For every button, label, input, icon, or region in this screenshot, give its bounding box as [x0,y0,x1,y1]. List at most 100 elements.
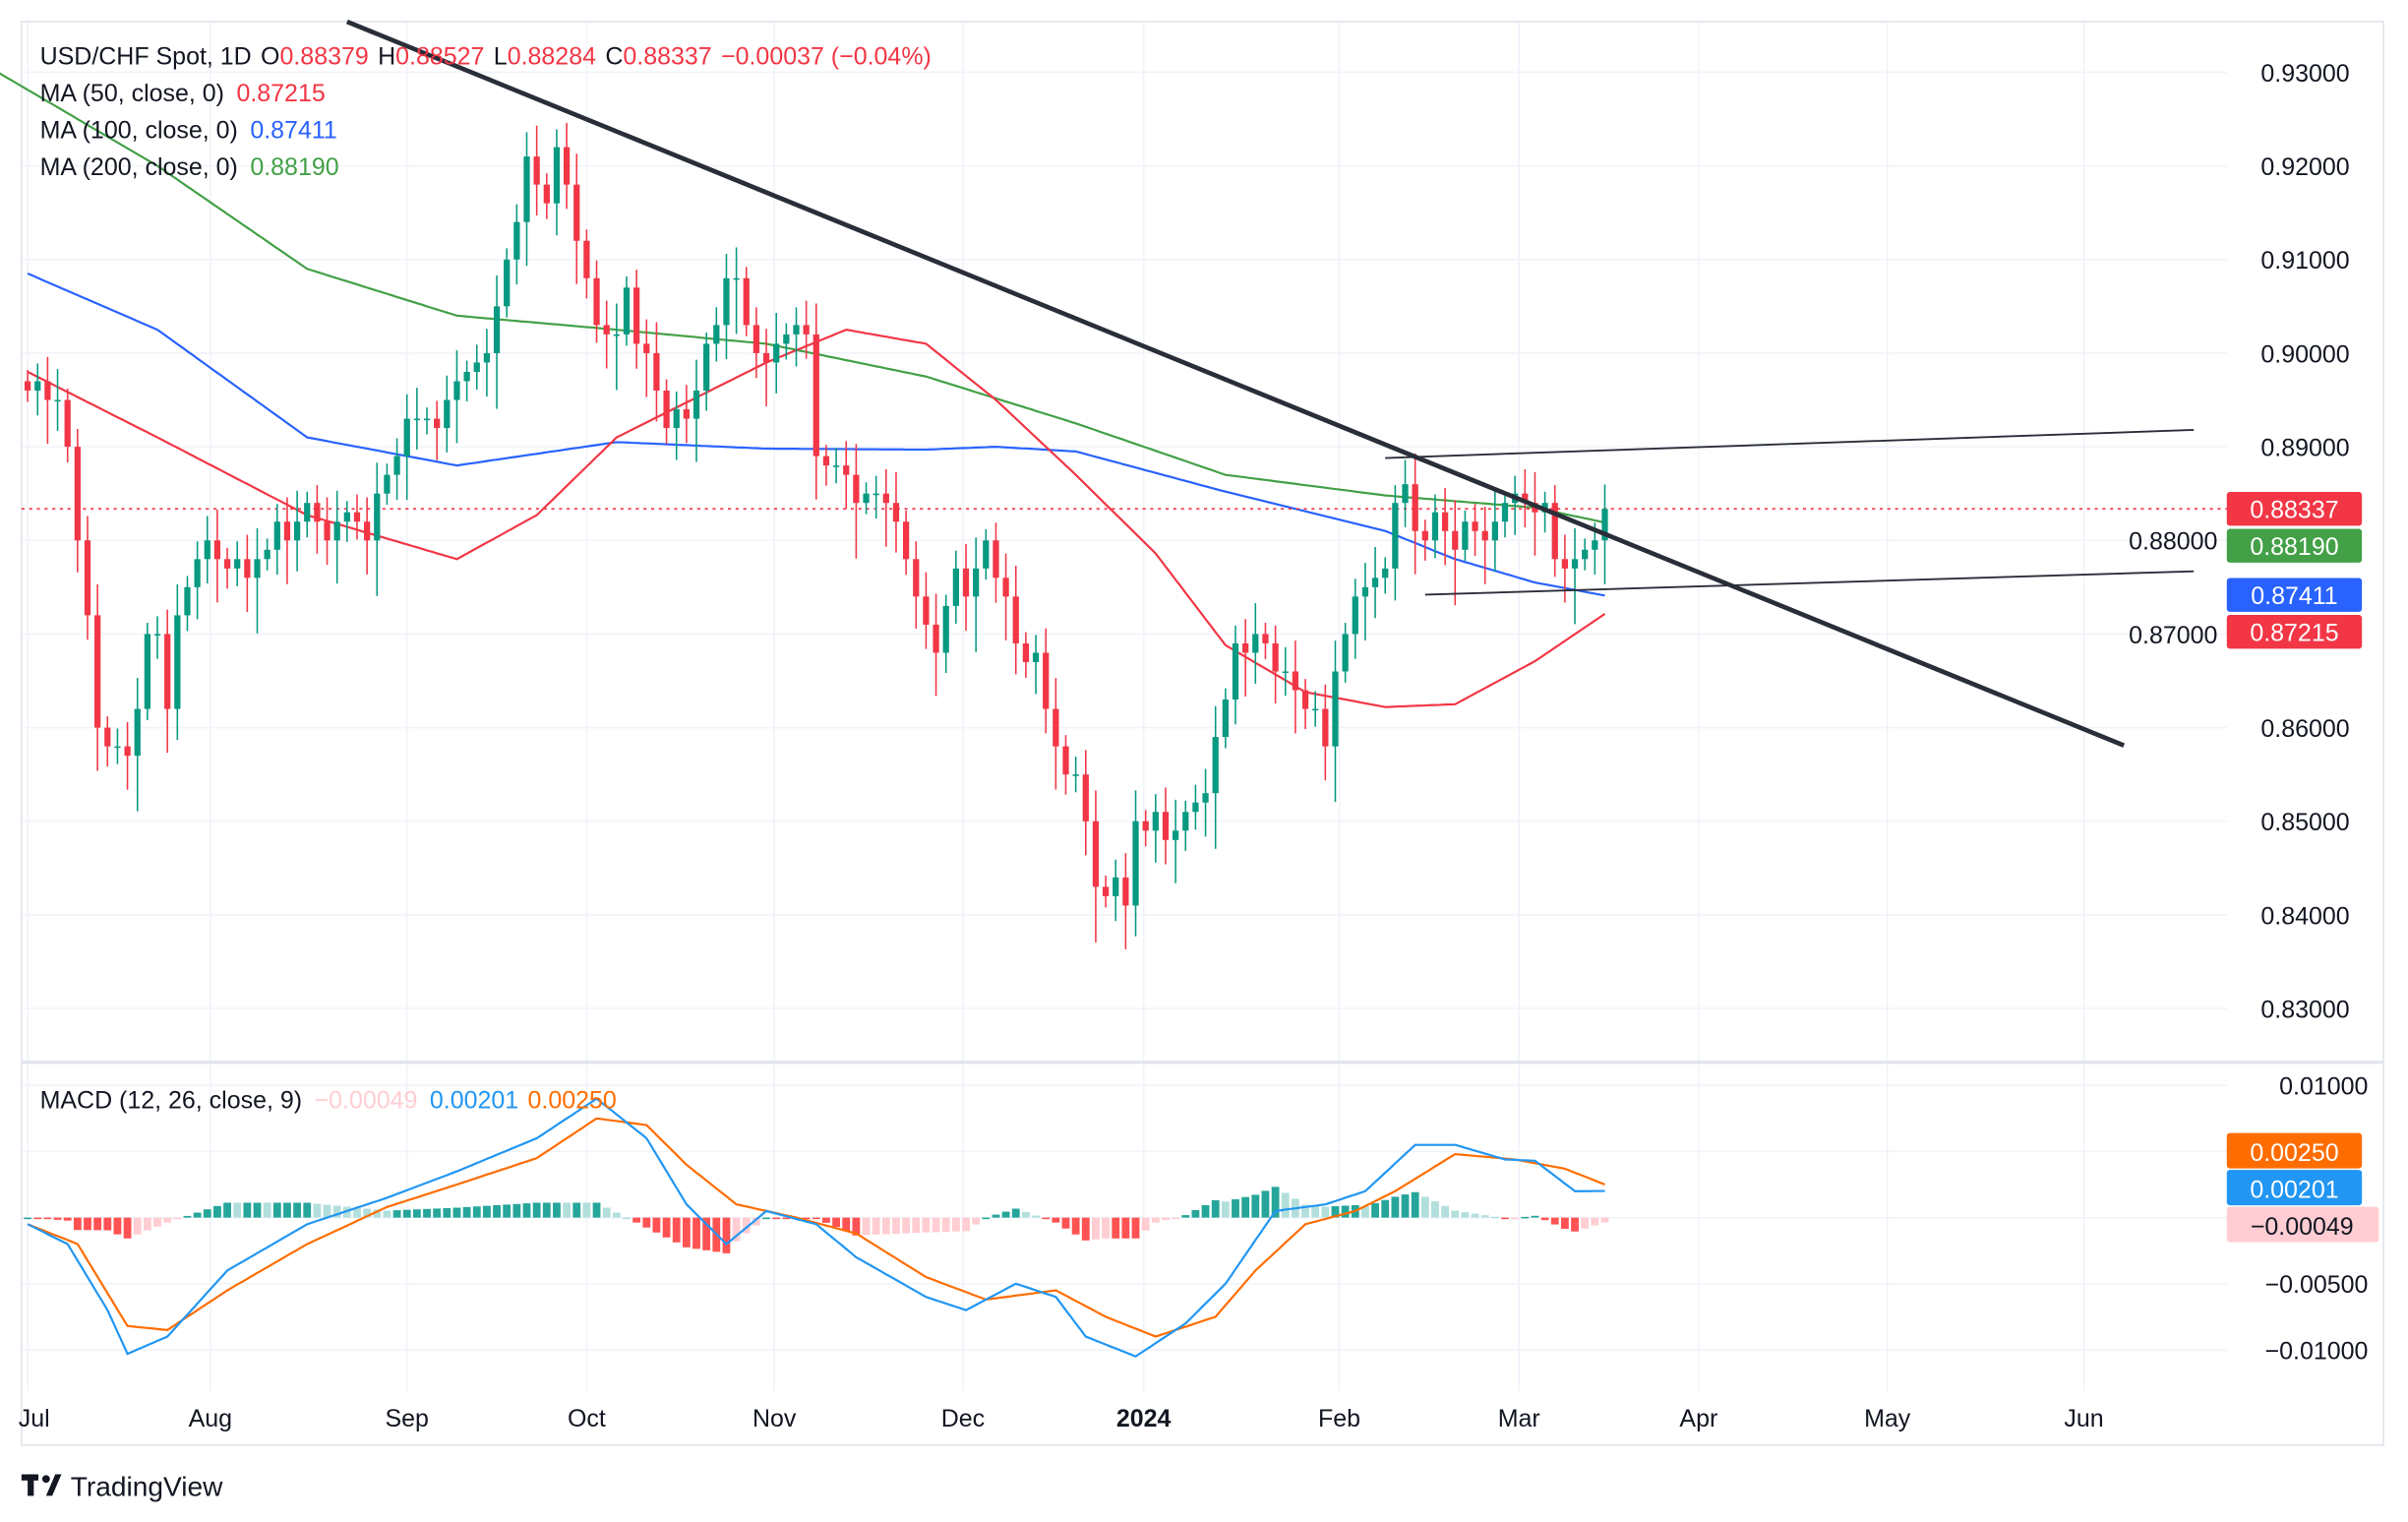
candle[interactable] [1431,494,1439,559]
candle[interactable] [493,274,501,409]
candle[interactable] [1272,625,1279,704]
candle[interactable] [1202,768,1209,837]
candle[interactable] [34,363,41,416]
candle[interactable] [273,504,280,576]
candle[interactable] [553,129,561,236]
candle[interactable] [1222,688,1229,749]
candle[interactable] [314,485,321,554]
candle[interactable] [1062,735,1069,795]
candle[interactable] [653,322,660,422]
candle[interactable] [1182,800,1189,851]
ma200-legend[interactable]: MA (200, close, 0) 0.88190 [40,153,339,181]
candle[interactable] [523,132,530,267]
candle[interactable] [583,229,590,299]
candle[interactable] [324,497,331,566]
candle[interactable] [1312,691,1319,727]
candle[interactable] [623,275,631,346]
candle[interactable] [1012,565,1019,675]
candle[interactable] [1102,875,1110,908]
candle[interactable] [1242,619,1249,697]
candle[interactable] [1301,679,1309,730]
candle[interactable] [993,522,999,603]
candle[interactable] [1322,684,1329,781]
candle[interactable] [1262,623,1269,659]
candle[interactable] [504,248,511,318]
candle[interactable] [1421,519,1428,561]
candle[interactable] [1582,538,1589,571]
candle[interactable] [1402,459,1409,527]
candle[interactable] [124,721,131,790]
candle[interactable] [413,388,420,450]
price-pane[interactable] [0,19,2227,949]
candle[interactable] [374,462,381,596]
candle[interactable] [264,538,271,571]
candle[interactable] [114,728,121,764]
candle[interactable] [783,323,790,360]
candle[interactable] [153,616,161,659]
candle[interactable] [733,247,740,335]
candle[interactable] [713,307,720,362]
candle[interactable] [1342,623,1349,683]
candle[interactable] [633,270,640,369]
channel-line[interactable] [1424,570,2195,596]
candle[interactable] [144,623,150,720]
candle[interactable] [94,583,101,771]
candle[interactable] [1092,790,1100,943]
candle[interactable] [1192,784,1199,830]
candle[interactable] [913,541,920,629]
candle[interactable] [843,441,850,510]
candle[interactable] [1551,485,1558,578]
candle[interactable] [1332,640,1339,803]
candle[interactable] [593,260,600,343]
candle[interactable] [1522,468,1529,527]
candle[interactable] [473,344,480,391]
candle[interactable] [353,494,361,540]
candle[interactable] [1142,810,1149,847]
candle[interactable] [1501,491,1509,538]
candle[interactable] [983,528,990,580]
time-axis[interactable]: Jul Aug Sep Oct Nov Dec 2024 Feb Mar Apr May Jun [19,1405,2104,1432]
candle[interactable] [223,547,231,589]
candle[interactable] [573,153,580,284]
tradingview-logo[interactable]: TradingView [21,1471,223,1501]
candle[interactable] [293,490,301,572]
candle[interactable] [1232,625,1239,725]
candle[interactable] [483,329,491,397]
candle[interactable] [723,254,730,360]
candle[interactable] [873,475,879,518]
candle[interactable] [444,375,451,453]
candle[interactable] [923,572,930,649]
candle[interactable] [244,534,251,612]
candle[interactable] [54,369,61,431]
candle[interactable] [1162,787,1170,865]
candle[interactable] [853,444,860,559]
candle[interactable] [1472,504,1478,557]
candle[interactable] [903,510,910,576]
candle[interactable] [104,716,111,767]
candle[interactable] [1002,553,1009,640]
candle[interactable] [1292,640,1299,734]
candle[interactable] [24,370,31,402]
candle[interactable] [703,332,710,411]
candle[interactable] [194,541,201,620]
candle[interactable] [234,541,241,586]
candle[interactable] [673,391,680,460]
candle[interactable] [822,445,830,486]
candle[interactable] [603,300,610,369]
candle[interactable] [364,497,371,575]
candle[interactable] [64,389,71,463]
candle[interactable] [892,471,900,553]
candle[interactable] [1022,632,1030,678]
ma100-legend[interactable]: MA (100, close, 0) 0.87411 [40,117,337,145]
candle[interactable] [1122,853,1129,949]
candle[interactable] [743,267,750,336]
candle[interactable] [773,313,780,394]
candle[interactable] [1481,507,1488,584]
candle[interactable] [683,385,690,444]
candle[interactable] [1462,510,1469,562]
candle[interactable] [933,593,939,697]
candle[interactable] [952,550,959,624]
candle[interactable] [1491,490,1498,572]
candle[interactable] [403,394,410,501]
candle[interactable] [863,482,870,515]
